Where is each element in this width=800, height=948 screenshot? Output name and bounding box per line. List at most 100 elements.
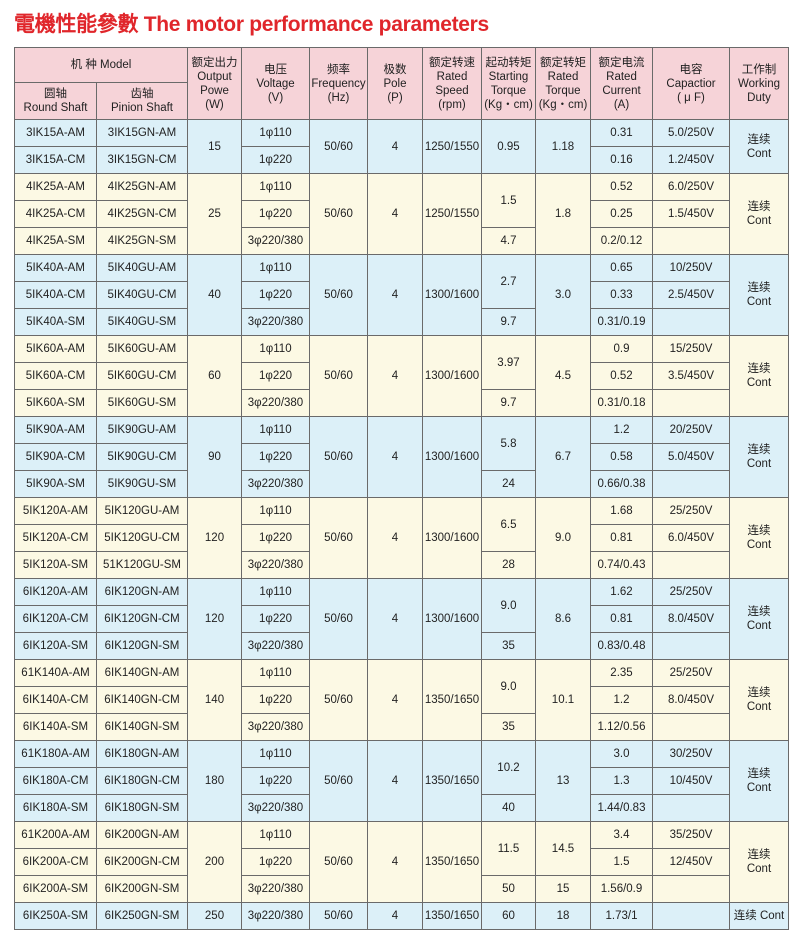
pinion-shaft-model: 3IK15GN-AM [96, 119, 188, 147]
voltage: 3φ220/380 [241, 470, 310, 498]
capacitor: 2.5/450V [652, 281, 730, 309]
voltage: 1φ110 [241, 119, 310, 147]
rated-torque: 8.6 [535, 578, 591, 660]
header-starting-torque: 起动转矩 Starting Torque (Kg・cm) [481, 47, 536, 120]
working-duty-line: Cont [746, 539, 772, 551]
header-current-line: 额定电流 [598, 56, 645, 69]
capacitor: 6.0/450V [652, 524, 730, 552]
table-row: 6IK140A-CM 6IK140GN-CM 1φ220 1.2 8.0/450V [14, 686, 789, 714]
rated-current: 3.4 [590, 821, 653, 849]
voltage: 1φ110 [241, 416, 310, 444]
rated-current: 0.81 [590, 524, 653, 552]
header-voltage-line: Voltage [256, 77, 295, 90]
voltage: 1φ220 [241, 524, 310, 552]
table-row: 61K140A-AM 6IK140GN-AM 140 1φ110 50/60 4 1350/… [14, 659, 789, 741]
table-row: 4IK25A-SM 4IK25GN-SM 3φ220/380 4.7 0.2/0.12 [14, 227, 789, 255]
header-pinion-shaft: 齿轴 Pinion Shaft [96, 82, 188, 120]
round-shaft-model: 6IK120A-AM [14, 578, 97, 606]
header-round-shaft-line: 圆轴 [44, 88, 67, 100]
voltage: 1φ220 [241, 767, 310, 795]
rated-speed: 1350/1650 [422, 821, 482, 903]
rated-current: 0.25 [590, 200, 653, 228]
header-speed-line: Rated [436, 70, 468, 83]
working-duty: 连续 Cont [729, 497, 789, 579]
pole: 4 [367, 821, 423, 903]
starting-torque: 5.8 [481, 416, 536, 471]
voltage: 3φ220/380 [241, 794, 310, 822]
output-power: 120 [187, 497, 242, 579]
table-row: 5IK60A-AM 5IK60GU-AM 60 1φ110 50/60 4 1300/160… [14, 335, 789, 417]
frequency: 50/60 [309, 254, 368, 336]
voltage: 3φ220/380 [241, 632, 310, 660]
rated-current: 0.58 [590, 443, 653, 471]
header-starting-torque-line: Starting [488, 70, 529, 83]
working-duty-line: 连续 [747, 363, 771, 375]
starting-torque: 1.5 [481, 173, 536, 228]
voltage: 3φ220/380 [241, 227, 310, 255]
round-shaft-model: 6IK120A-SM [14, 632, 97, 660]
round-shaft-model: 6IK140A-CM [14, 686, 97, 714]
round-shaft-model: 5IK120A-SM [14, 551, 97, 579]
page-title: 電機性能參數 The motor performance parameters [14, 13, 489, 36]
rated-current: 0.31/0.19 [590, 308, 653, 336]
voltage: 1φ220 [241, 443, 310, 471]
round-shaft-model: 5IK40A-AM [14, 254, 97, 282]
round-shaft-model: 6IK180A-CM [14, 767, 97, 795]
header-row: 圆轴 Round Shaft 齿轴 Pinion Shaft [14, 82, 789, 120]
working-duty-line: Cont [746, 620, 772, 632]
voltage: 1φ220 [241, 362, 310, 390]
pinion-shaft-model: 6IK250GN-SM [96, 902, 188, 930]
rated-torque: 15 [535, 875, 591, 903]
rated-speed: 1300/1600 [422, 416, 482, 498]
header-pole-line: 极数 [383, 63, 407, 76]
starting-torque: 35 [481, 632, 536, 660]
round-shaft-model: 4IK25A-AM [14, 173, 97, 201]
rated-torque: 13 [535, 740, 591, 822]
output-power: 25 [187, 173, 242, 255]
table-row: 3IK15A-CM 3IK15GN-CM 1φ220 0.16 1.2/450V [14, 146, 789, 174]
header-current-line: Rated [606, 70, 637, 83]
starting-torque: 4.7 [481, 227, 536, 255]
header-pole-line: Pole [383, 77, 407, 90]
voltage: 1φ110 [241, 659, 310, 687]
round-shaft-model: 6IK200A-SM [14, 875, 97, 903]
header-output-line: Output [197, 70, 232, 83]
output-power: 60 [187, 335, 242, 417]
capacitor: 3.5/450V [652, 362, 730, 390]
pinion-shaft-model: 5IK40GU-AM [96, 254, 188, 282]
rated-torque: 1.18 [535, 119, 591, 174]
output-power: 140 [187, 659, 242, 741]
round-shaft-model: 5IK90A-SM [14, 470, 97, 498]
header-frequency-line: 频率 [327, 63, 350, 76]
round-shaft-model: 5IK60A-SM [14, 389, 97, 417]
table-row: 6IK180A-SM 6IK180GN-SM 3φ220/380 40 1.44/0.8… [14, 794, 789, 822]
capacitor: 25/250V [652, 578, 730, 606]
pole: 4 [367, 740, 423, 822]
round-shaft-model: 5IK120A-CM [14, 524, 97, 552]
header-output: 额定出力 Output Powe (W) [187, 47, 242, 120]
header-starting-torque-line: Torque [490, 84, 527, 97]
working-duty-line: Cont [746, 147, 772, 160]
header-voltage: 电压 Voltage (V) [241, 47, 310, 120]
capacitor [652, 227, 730, 255]
pinion-shaft-model: 5IK90GU-SM [96, 470, 188, 498]
rated-current: 1.3 [590, 767, 653, 795]
table-row: 6IK120A-CM 6IK120GN-CM 1φ220 0.81 8.0/450V [14, 605, 789, 633]
header-speed-line: (rpm) [438, 98, 466, 111]
rated-current: 0.2/0.12 [590, 227, 653, 255]
rated-current: 0.9 [590, 335, 653, 363]
rated-torque: 1.8 [535, 173, 591, 255]
rated-current: 0.31 [590, 119, 653, 147]
working-duty: 连续 Cont [729, 119, 789, 174]
pole: 4 [367, 335, 423, 417]
starting-torque: 50 [481, 875, 536, 903]
capacitor [652, 875, 730, 903]
working-duty-line: Cont [746, 701, 772, 713]
header-frequency-line: Frequency [311, 77, 366, 90]
round-shaft-model: 5IK60A-CM [14, 362, 97, 390]
pinion-shaft-model: 6IK120GN-AM [96, 578, 188, 606]
capacitor [652, 308, 730, 336]
pinion-shaft-model: 5IK40GU-SM [96, 308, 188, 336]
header-capacitor: 电容 Capactior( μ F) [652, 47, 730, 120]
voltage: 1φ110 [241, 173, 310, 201]
